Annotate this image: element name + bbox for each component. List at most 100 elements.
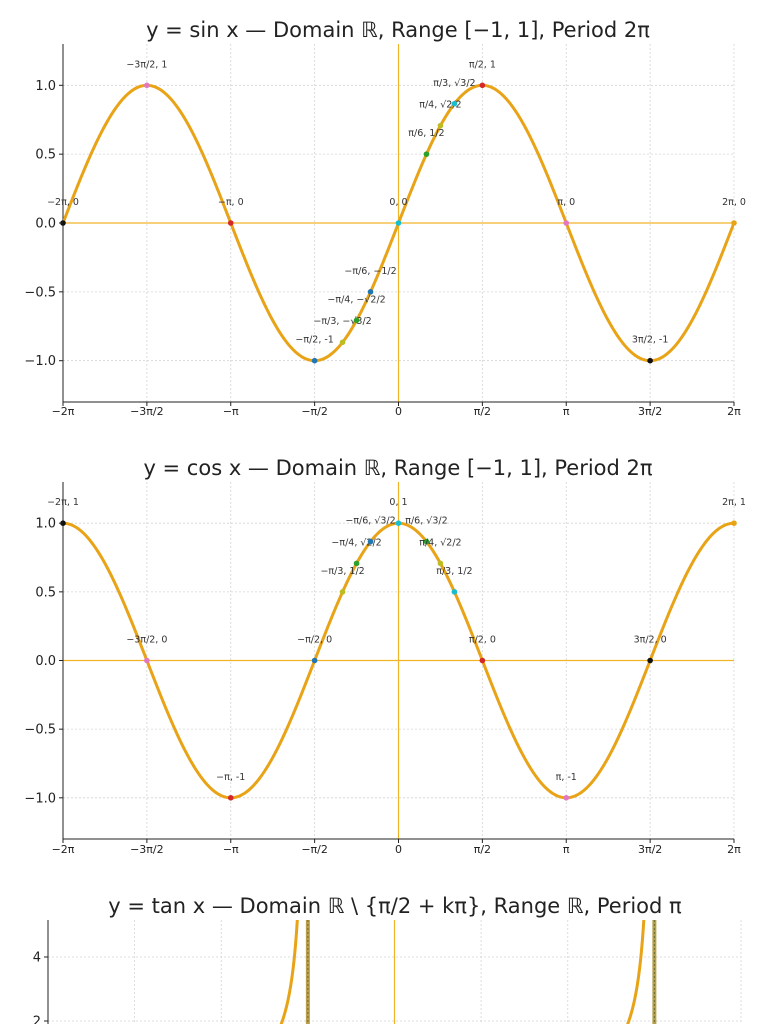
point-label: −π/3, −√3/2: [313, 316, 371, 327]
point-label: −π/4, −√2/2: [327, 294, 385, 305]
key-point: [339, 589, 346, 595]
x-tick-label: π: [563, 843, 570, 856]
sine-points: −2π, 0 −3π/2, 1 −π, 0 −π/2, -1 −π/3, −√3/2 −π…: [47, 59, 746, 364]
tangent-chart-title: y = tan x — Domain ℝ \ {π/2 + kπ}, Range…: [108, 894, 682, 918]
point-label: π/3, √3/2: [433, 78, 475, 89]
sine-ticks: −2π −3π/2 −π −π/2 0 π/2 π 3π/2 2π 1.0 0.5 0.0 −0.5 −1…: [24, 79, 741, 418]
y-tick-label: −0.5: [24, 723, 56, 738]
point-label: −π/2, -1: [295, 335, 333, 346]
point-label: π/3, 1/2: [436, 566, 472, 577]
y-tick-label: 1.0: [35, 517, 56, 532]
cosine-chart-title: y = cos x — Domain ℝ, Range [−1, 1], Per…: [143, 456, 652, 480]
key-point: [479, 82, 486, 89]
x-tick-label: π/2: [474, 843, 491, 856]
key-point: [339, 339, 346, 346]
point-label: 0, 1: [389, 497, 407, 508]
cosine-chart: y = cos x — Domain ℝ, Range [−1, 1], Per…: [24, 456, 746, 856]
key-point: [395, 520, 402, 526]
x-tick-label: −2π: [52, 405, 75, 418]
key-point: [479, 657, 486, 664]
key-point: [423, 151, 430, 157]
point-label: −π/3, 1/2: [320, 566, 364, 577]
point-label: π/4, √2/2: [419, 537, 461, 548]
y-tick-label: 0.5: [35, 148, 56, 163]
key-point: [451, 589, 458, 595]
cosine-points: −2π, 1 −3π/2, 0 −π, -1 −π/2, 0 −π/3, 1/2 −π/4…: [47, 497, 746, 801]
key-point: [227, 795, 234, 801]
point-label: π/6, 1/2: [408, 128, 444, 139]
y-tick-label: 2: [33, 1015, 41, 1024]
key-point: [437, 560, 444, 567]
x-tick-label: π: [563, 405, 570, 418]
key-point: [451, 100, 458, 107]
sine-chart-title: y = sin x — Domain ℝ, Range [−1, 1], Per…: [146, 18, 650, 42]
key-point: [367, 538, 374, 545]
key-point: [395, 220, 402, 226]
key-point: [227, 220, 234, 226]
y-tick-label: 0.0: [35, 654, 56, 669]
point-label: −π/2, 0: [297, 635, 332, 646]
key-point: [423, 538, 430, 545]
point-label: −2π, 1: [47, 497, 79, 508]
key-point: [731, 520, 737, 526]
point-label: −π/4, √2/2: [331, 537, 381, 548]
key-point: [563, 795, 570, 801]
key-point: [353, 317, 360, 324]
point-label: 2π, 0: [722, 197, 746, 208]
x-tick-label: 0: [395, 843, 402, 856]
point-label: −π/6, −1/2: [344, 266, 396, 277]
x-tick-label: 2π: [727, 843, 741, 856]
key-point: [731, 220, 737, 226]
tangent-chart: y = tan x — Domain ℝ \ {π/2 + kπ}, Range…: [33, 894, 742, 1024]
sine-chart: y = sin x — Domain ℝ, Range [−1, 1], Per…: [24, 18, 746, 418]
tangent-branch: [626, 920, 646, 1024]
key-point: [367, 289, 374, 295]
x-tick-label: 0: [395, 405, 402, 418]
x-tick-label: −2π: [52, 843, 75, 856]
y-tick-label: 0.0: [35, 217, 56, 232]
x-tick-label: −π/2: [301, 405, 328, 418]
x-tick-label: 3π/2: [638, 843, 662, 856]
x-tick-label: −π/2: [301, 843, 328, 856]
point-label: π/6, √3/2: [405, 516, 447, 527]
point-label: −π/6, √3/2: [345, 516, 395, 527]
point-label: −3π/2, 0: [126, 635, 167, 646]
point-label: −2π, 0: [47, 197, 79, 208]
x-tick-label: −π: [223, 843, 239, 856]
point-label: −π, 0: [218, 197, 244, 208]
point-label: 2π, 1: [722, 497, 746, 508]
point-label: 3π/2, 0: [634, 635, 667, 646]
y-tick-label: −1.0: [24, 354, 56, 369]
point-label: −π, -1: [216, 772, 245, 783]
key-point: [353, 560, 360, 567]
y-tick-label: −0.5: [24, 285, 56, 300]
cosine-ticks: −2π −3π/2 −π −π/2 0 π/2 π 3π/2 2π 1.0 0.5 0.0 −0.5 −1…: [24, 517, 741, 856]
point-label: π/2, 1: [469, 59, 496, 70]
y-tick-label: 0.5: [35, 585, 56, 600]
point-label: π, 0: [557, 197, 575, 208]
point-label: 0, 0: [389, 197, 407, 208]
x-tick-label: −3π/2: [130, 843, 164, 856]
key-point: [144, 82, 150, 89]
key-point: [437, 122, 444, 129]
point-label: π/4, √2/2: [419, 100, 461, 111]
tangent-axes: [47, 920, 657, 1024]
key-point: [311, 357, 318, 364]
x-tick-label: −π: [223, 405, 239, 418]
tangent-branch: [279, 920, 299, 1024]
y-tick-label: −1.0: [24, 791, 56, 806]
y-tick-label: 1.0: [35, 79, 56, 94]
x-tick-label: π/2: [474, 405, 491, 418]
x-tick-label: 3π/2: [638, 405, 662, 418]
key-point: [311, 657, 318, 664]
point-label: 3π/2, -1: [632, 335, 669, 346]
point-label: π/2, 0: [469, 635, 496, 646]
key-point: [647, 657, 653, 664]
x-tick-label: 2π: [727, 405, 741, 418]
y-tick-label: 4: [33, 951, 41, 966]
point-label: −3π/2, 1: [126, 59, 167, 70]
key-point: [647, 357, 653, 364]
cosine-axes: [62, 482, 734, 840]
tangent-curve-group: [279, 920, 646, 1024]
